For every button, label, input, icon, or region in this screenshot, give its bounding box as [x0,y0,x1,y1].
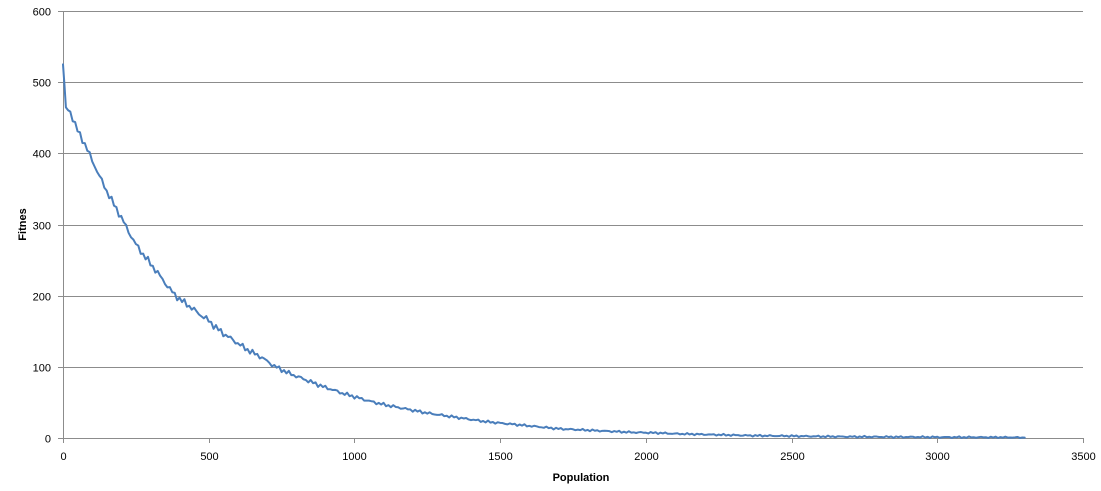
x-tick-label: 1500 [488,451,512,463]
x-tick-label: 2000 [634,451,658,463]
x-tick-label: 0 [60,451,66,463]
y-tick-labels: 0 100 200 300 400 500 600 [33,7,51,446]
y-axis-title: Fitnes [17,208,29,240]
y-tick-label: 400 [33,149,51,161]
x-tick-labels: 0 500 1000 1500 2000 2500 3000 3500 [60,451,1095,463]
x-tick-label: 3500 [1071,451,1095,463]
y-tick-label: 300 [33,221,51,233]
y-tick-label: 200 [33,292,51,304]
y-tick-label: 100 [33,363,51,375]
x-tick-label: 1000 [342,451,366,463]
y-tick-label: 0 [45,434,51,446]
x-tick-label: 3000 [925,451,949,463]
x-tick-label: 2500 [780,451,804,463]
axes [58,11,1084,443]
x-axis-title: Population [553,472,610,484]
y-tick-label: 600 [33,7,51,19]
y-tick-label: 500 [33,78,51,90]
x-tick-label: 500 [200,451,218,463]
fitness-series-line [62,63,1026,439]
y-gridlines [63,11,1083,368]
